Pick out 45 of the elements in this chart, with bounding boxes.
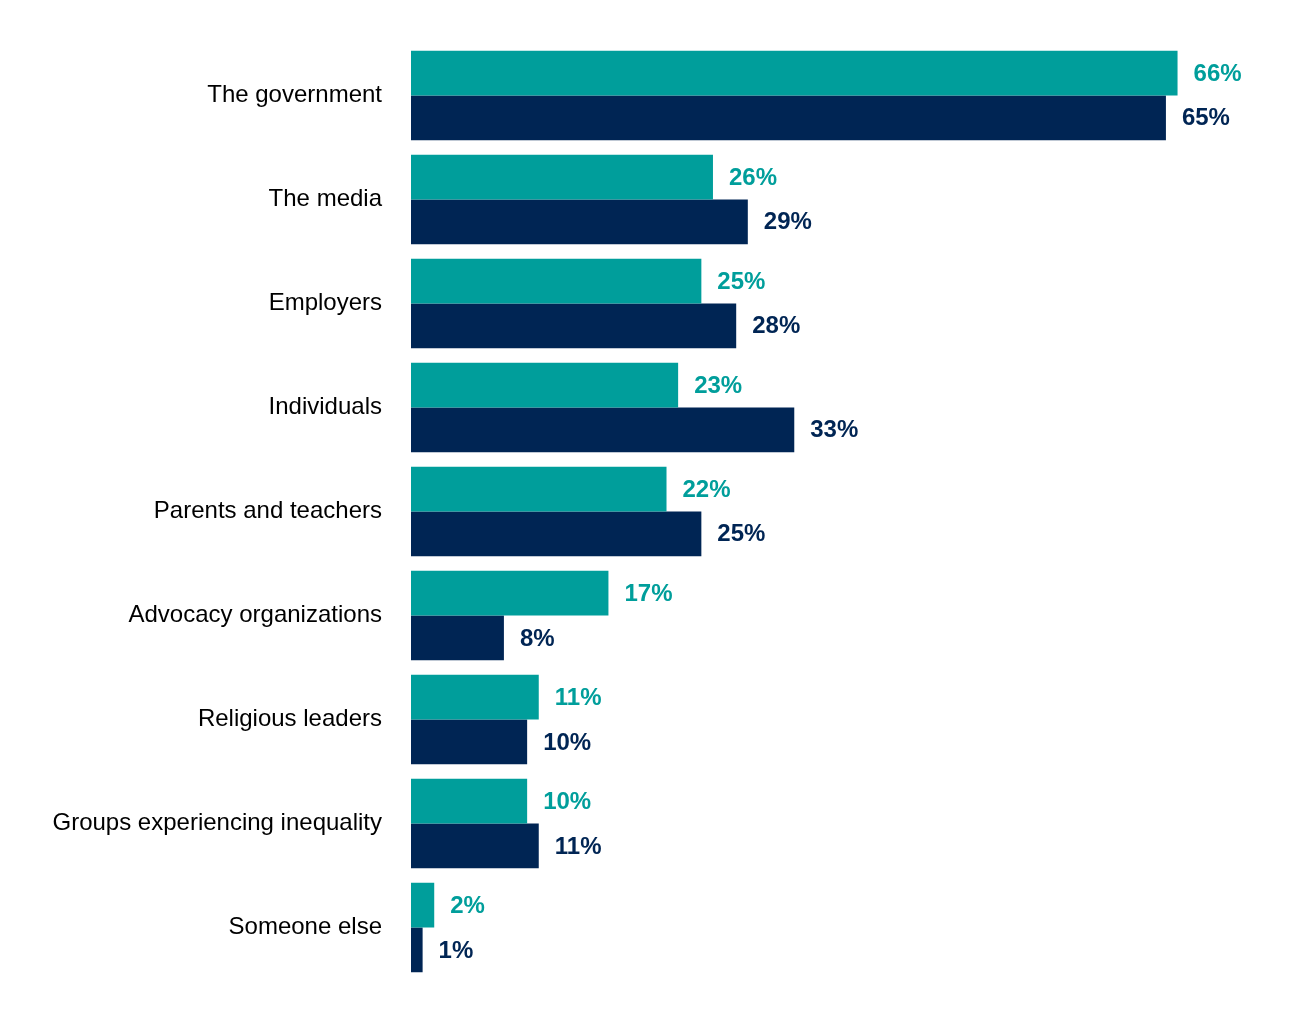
bar [411,615,504,661]
bar [411,778,528,824]
bar [411,362,679,408]
bar [411,823,539,869]
data-label: 28% [752,311,801,339]
y-tick-label: Religious leaders [197,704,382,732]
bar [411,303,737,349]
data-label: 65% [1181,103,1230,131]
y-tick-label: Groups experiencing inequality [52,808,382,836]
bar [411,50,1178,96]
bar [411,511,702,557]
bar [411,154,713,200]
data-label: 29% [763,207,812,235]
data-label: 1% [438,935,474,963]
y-tick-label: Someone else [228,912,382,940]
data-label: 11% [554,831,602,859]
bar [411,882,435,928]
bar [411,927,423,973]
y-tick-label: Employers [268,288,382,316]
y-tick-label: The media [268,184,383,212]
data-label: 22% [682,474,731,502]
bar [411,466,667,512]
bar [411,719,528,765]
bar [411,258,702,304]
data-label: 25% [717,519,766,547]
data-label: 26% [728,162,778,190]
bar [411,570,609,616]
data-label: 8% [519,623,555,651]
data-label: 25% [717,266,766,294]
data-label: 2% [450,890,485,918]
bar [411,199,748,245]
data-label: 10% [543,727,592,755]
data-label: 33% [810,415,859,443]
bar [411,95,1166,141]
y-tick-label: Advocacy organizations [128,600,382,628]
data-label: 66% [1193,58,1242,86]
y-tick-label: Individuals [268,392,382,420]
bar [411,407,795,453]
y-tick-label: Parents and teachers [153,496,382,524]
y-tick-label: The government [207,80,383,108]
data-label: 17% [624,578,673,606]
data-label: 11% [554,682,602,710]
bar [411,674,539,720]
data-label: 10% [543,786,592,814]
data-label: 23% [694,370,743,398]
